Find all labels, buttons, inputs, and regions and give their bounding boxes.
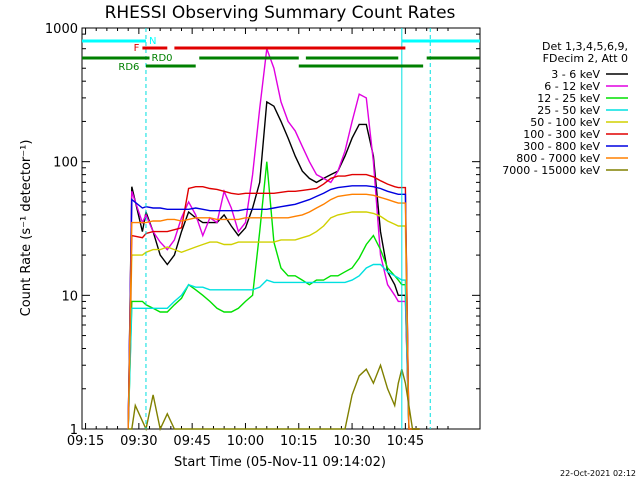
series-line [127, 161, 420, 430]
x-tick-label: 09:30 [120, 434, 157, 449]
chart-title: RHESSI Observing Summary Count Rates [105, 3, 456, 23]
y-tick-label: 100 [53, 156, 78, 171]
series-line [127, 211, 420, 430]
legend-header-line: FDecim 2, Att 0 [543, 52, 628, 65]
y-axis-label: Count Rate (s⁻¹ detector⁻¹) [19, 140, 34, 317]
y-tick-label: 1000 [45, 22, 78, 37]
legend-entry-label: 25 - 50 keV [537, 104, 600, 117]
legend-entry-label: 3 - 6 keV [551, 68, 600, 81]
x-tick-label: 10:45 [387, 434, 424, 449]
series-line [128, 363, 420, 432]
x-tick-label: 10:15 [280, 434, 317, 449]
series-line [127, 100, 420, 430]
x-tick-label: 09:45 [173, 434, 210, 449]
series-line [127, 193, 420, 430]
axis-ticks: 09:15 09:30 09:45 10:00 10:15 10:30 10:45 1 10 10… [45, 22, 480, 449]
legend-header-line: Det 1,3,4,5,6,9, [542, 40, 628, 53]
legend-entry-label: 100 - 300 keV [523, 128, 600, 141]
legend-entry-label: 800 - 7000 keV [516, 152, 600, 165]
x-tick-label: 10:30 [333, 434, 370, 449]
legend-entry-label: 50 - 100 keV [530, 116, 600, 129]
series-line [127, 173, 420, 430]
flag-label: RD6 [118, 62, 139, 73]
x-tick-label: 09:15 [67, 434, 104, 449]
plot-frame [81, 27, 481, 430]
series-line [127, 263, 420, 430]
legend-entry-label: 7000 - 15000 keV [502, 164, 600, 177]
legend-entry-label: 12 - 25 keV [537, 92, 600, 105]
legend-entry-label: 6 - 12 keV [544, 80, 600, 93]
flag-label: F [134, 43, 140, 54]
legend: Det 1,3,4,5,6,9,FDecim 2, Att 0 3 - 6 keV… [502, 40, 628, 177]
legend-entry-label: 300 - 800 keV [523, 140, 600, 153]
series-group [127, 48, 420, 432]
flag-bars: NF RD0 RD6 [82, 28, 480, 429]
y-tick-label: 10 [61, 289, 78, 304]
flag-label: N [149, 36, 156, 47]
flag-label: RD0 [152, 53, 173, 64]
x-axis-label: Start Time (05-Nov-11 09:14:02) [174, 455, 386, 470]
x-tick-label: 10:00 [227, 434, 264, 449]
y-tick-label: 1 [70, 423, 78, 438]
series-line [127, 185, 420, 430]
timestamp: 22-Oct-2021 02:12 [560, 469, 636, 478]
